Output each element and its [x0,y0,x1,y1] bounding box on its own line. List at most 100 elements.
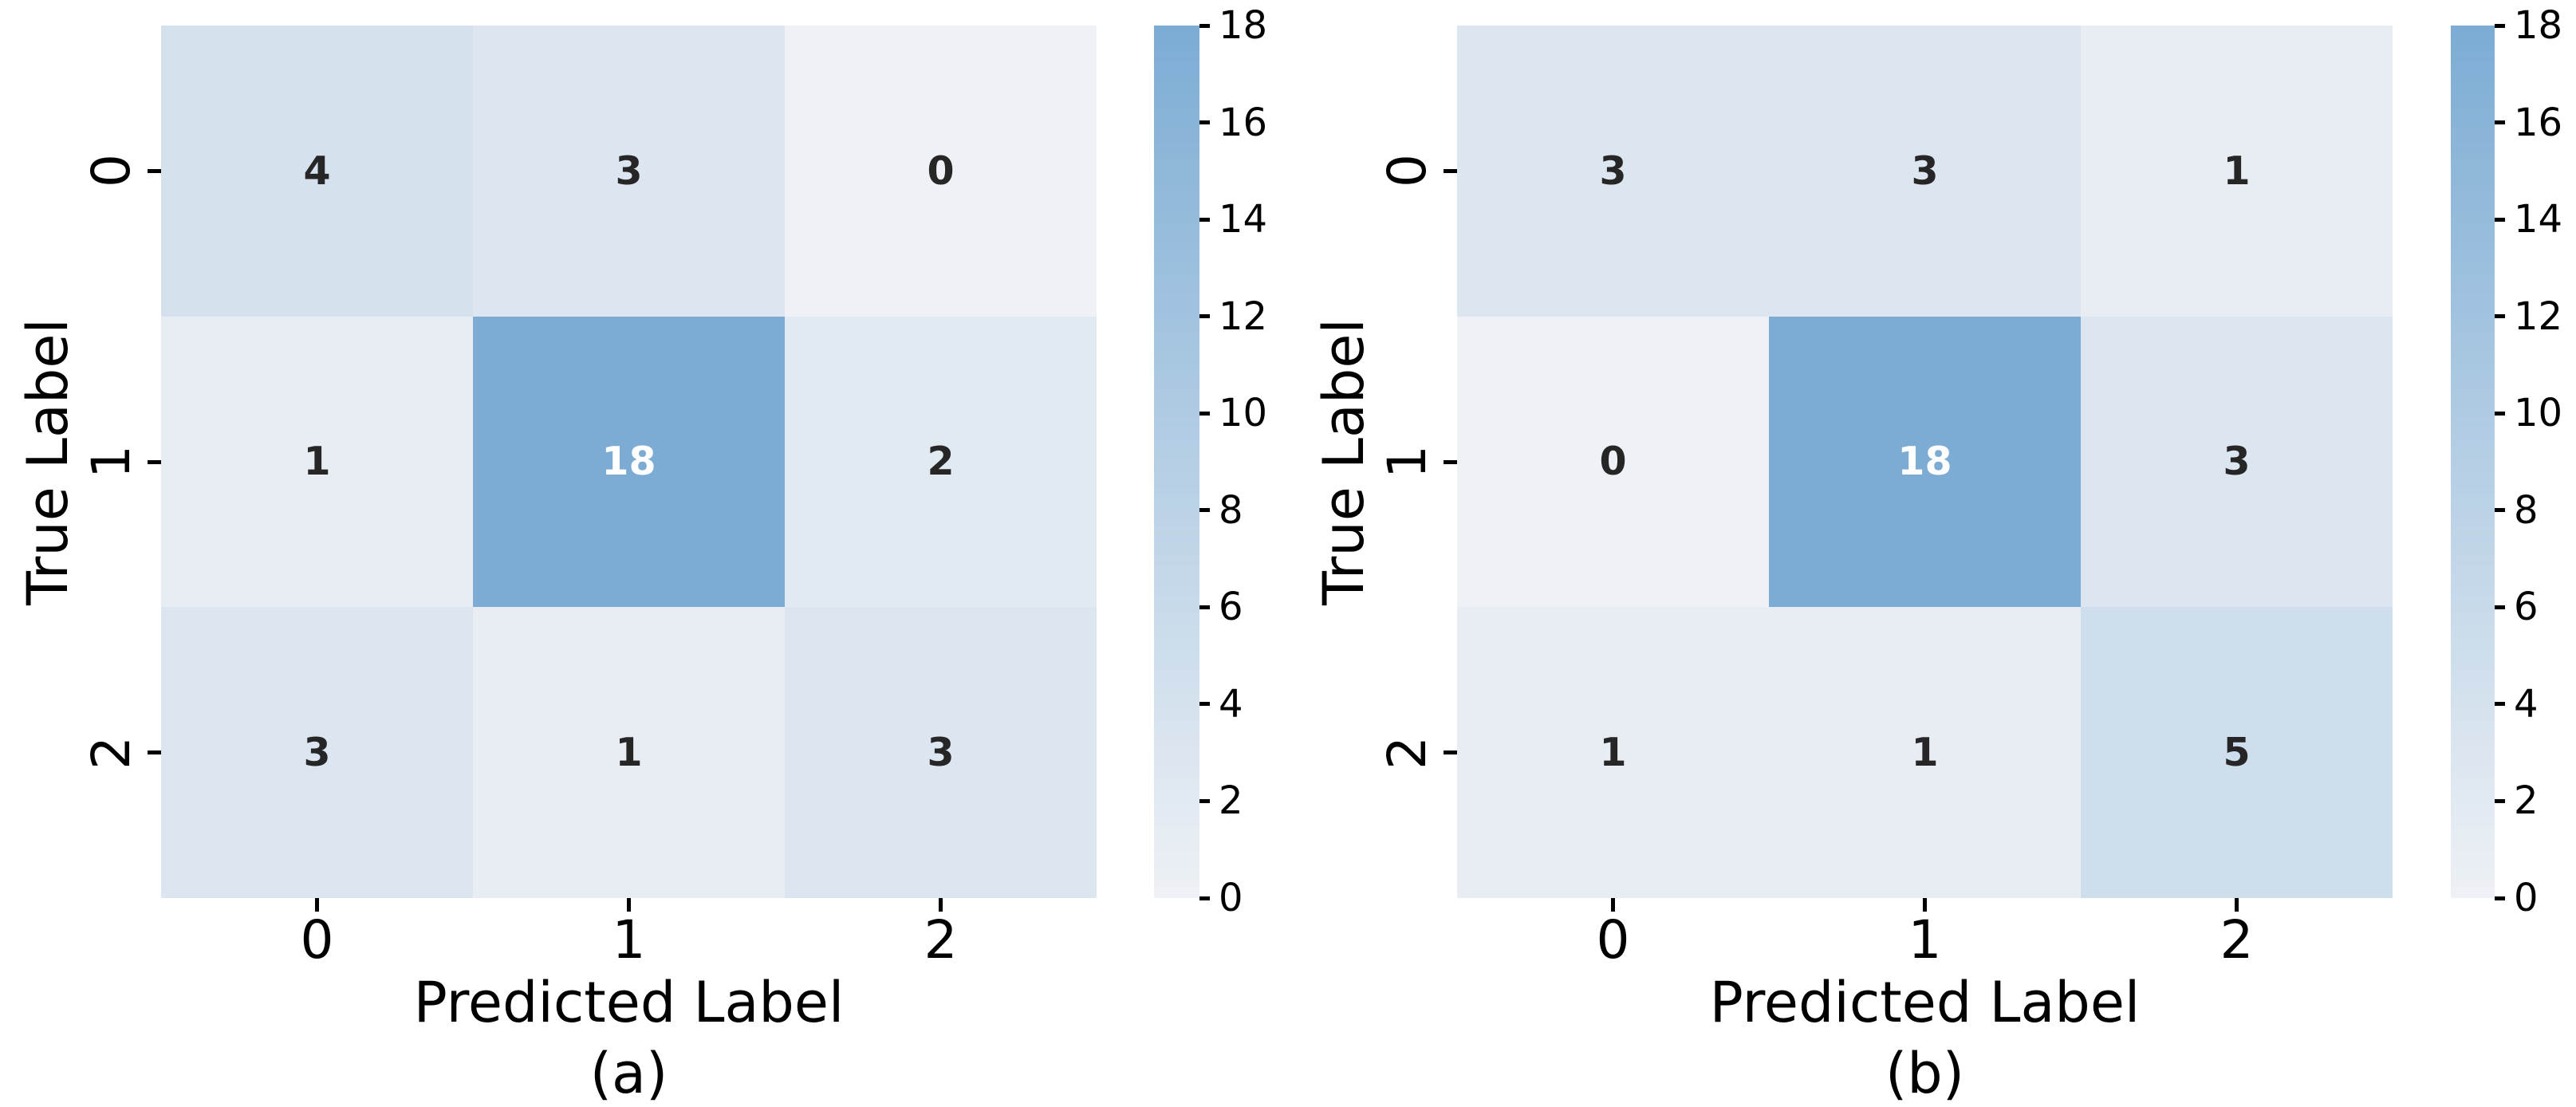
colorbar-tick-label: 6 [1219,585,1243,630]
colorbar-tick-label: 10 [2514,391,2563,436]
cell-value: 3 [303,730,331,776]
x-tick-mark [1611,898,1615,912]
colorbar-tick-mark [1199,23,1210,28]
colorbar-tick-mark [2495,217,2505,222]
heatmap-cell: 4 [161,26,473,317]
cell-value: 0 [927,148,955,194]
heatmap-cell: 1 [161,316,473,608]
colorbar-tick-label: 4 [1219,681,1243,727]
colorbar-tick-mark [1199,798,1210,803]
colorbar-tick-mark [1199,411,1210,416]
heatmap-cell: 3 [2081,316,2393,608]
colorbar-tick-mark [1199,702,1210,707]
x-tick-mark [627,898,631,912]
colorbar-tick-label: 16 [1219,100,1268,145]
heatmap-cell: 3 [473,26,785,317]
colorbar-tick-label: 16 [2514,100,2563,145]
y-tick-mark [148,459,161,464]
colorbar-tick-mark [2495,896,2505,900]
cell-value: 4 [303,148,331,194]
cell-value: 5 [2223,730,2251,776]
colorbar-gradient [1154,26,1199,898]
cell-value: 3 [2223,439,2251,485]
heatmap-cell: 3 [785,607,1097,898]
colorbar-tick-label: 18 [1219,3,1268,48]
colorbar-tick-label: 14 [1219,197,1268,242]
colorbar-tick-mark [2495,508,2505,513]
x-tick-label: 2 [924,909,958,971]
x-tick-mark [315,898,319,912]
x-axis-label: Predicted Label [1709,970,2141,1035]
colorbar-tick-mark [1199,896,1210,900]
heatmap-cell: 18 [473,316,785,608]
heatmap-cell: 0 [785,26,1097,317]
colorbar-tick-mark [1199,120,1210,125]
colorbar-tick-mark [2495,411,2505,416]
cell-value: 1 [1599,730,1627,776]
colorbar-tick-label: 0 [2514,876,2539,920]
colorbar-tick-label: 2 [2514,778,2539,824]
y-tick-mark [1444,459,1457,464]
x-tick-mark [1923,898,1927,912]
cell-value: 3 [927,730,955,776]
x-tick-label: 1 [612,909,646,971]
y-tick-mark [148,168,161,173]
y-axis-label: True Label [1311,318,1377,605]
colorbar-gradient [2451,26,2495,898]
heatmap-cell: 5 [2081,607,2393,898]
heatmap-cell: 3 [161,607,473,898]
colorbar-tick-label: 18 [2514,3,2563,48]
y-tick-mark [148,750,161,755]
cell-value: 18 [1897,439,1952,485]
colorbar-tick-mark [2495,702,2505,707]
heatmap-cell: 1 [473,607,785,898]
colorbar-tick-mark [2495,23,2505,28]
y-tick-label: 1 [1377,445,1438,479]
heatmap-a: 4 3 0 1 18 2 3 1 3 [161,26,1097,898]
heatmap-cell: 3 [1457,26,1769,317]
colorbar-tick-mark [1199,605,1210,609]
colorbar-tick-label: 14 [2514,197,2563,242]
cell-value: 3 [1911,148,1939,194]
x-tick-label: 2 [2220,909,2254,971]
colorbar-tick-label: 2 [1219,778,1243,824]
cell-value: 1 [615,730,643,776]
x-tick-mark [939,898,943,912]
heatmap-cell: 1 [1769,607,2081,898]
colorbar-tick-mark [2495,798,2505,803]
colorbar-tick-mark [2495,314,2505,319]
x-tick-label: 1 [1908,909,1942,971]
colorbar-tick-label: 4 [2514,681,2539,727]
colorbar-tick-mark [2495,120,2505,125]
y-tick-mark [1444,168,1457,173]
cell-value: 3 [615,148,643,194]
colorbar-tick-mark [1199,508,1210,513]
y-tick-mark [1444,750,1457,755]
colorbar-tick-mark [2495,605,2505,609]
cell-value: 1 [303,439,331,485]
heatmap-cell: 2 [785,316,1097,608]
heatmap-cell: 1 [2081,26,2393,317]
colorbar-tick-label: 12 [1219,293,1268,339]
heatmap-cell: 0 [1457,316,1769,608]
cell-value: 0 [1599,439,1627,485]
x-tick-label: 0 [1596,909,1630,971]
cell-value: 1 [1911,730,1939,776]
x-tick-label: 0 [300,909,334,971]
y-tick-label: 2 [1377,735,1438,770]
colorbar-tick-label: 6 [2514,585,2539,630]
panel-caption-b: (b) [1885,1041,1965,1106]
y-tick-label: 0 [1377,154,1438,188]
colorbar-tick-mark [1199,217,1210,222]
colorbar-tick-label: 10 [1219,391,1268,436]
heatmap-cell: 3 [1769,26,2081,317]
colorbar-tick-label: 8 [2514,487,2539,533]
x-axis-label: Predicted Label [413,970,845,1035]
colorbar-tick-label: 0 [1219,876,1243,920]
cell-value: 1 [2223,148,2251,194]
colorbar-tick-mark [1199,314,1210,319]
cell-value: 2 [927,439,955,485]
